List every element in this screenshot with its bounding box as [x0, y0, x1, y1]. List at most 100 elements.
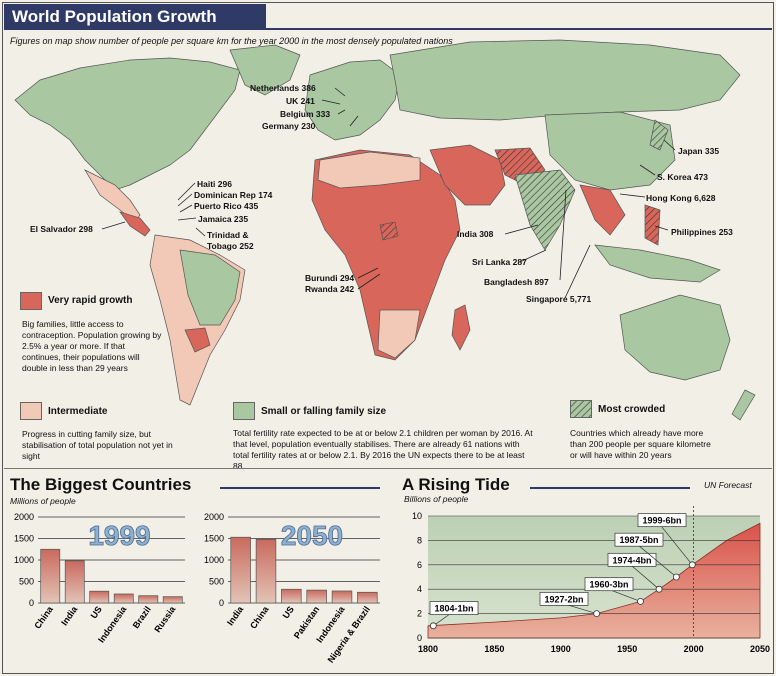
swatch-crowded	[570, 400, 592, 418]
bar	[113, 593, 134, 604]
annotation-box	[539, 591, 589, 606]
bar	[40, 548, 61, 604]
y-tick-label: 2000	[14, 512, 34, 522]
x-tick-label: US	[281, 604, 296, 620]
biggest-ylabel: Millions of people	[10, 496, 76, 506]
milestone-point	[655, 585, 663, 593]
tide-ylabel: Billions of people	[404, 494, 469, 504]
label-haiti: Haiti 296	[197, 179, 232, 189]
annotation-label: 1927-2bn	[544, 594, 583, 604]
annotation-box	[614, 532, 664, 547]
label-singapore: Singapore 5,771	[526, 294, 592, 304]
central-america-landmass	[119, 211, 151, 237]
legend-crowded-desc: Countries which already have more than 2…	[570, 428, 711, 460]
x-tick-label: Russia	[152, 604, 178, 635]
swatch-intermediate	[20, 402, 42, 420]
y-tick-label: 0	[219, 598, 224, 608]
annotation-box	[584, 577, 634, 592]
swatch-small	[233, 402, 255, 420]
label-bangladesh: Bangladesh 897	[484, 277, 549, 287]
annotation-leader	[636, 543, 677, 578]
section-divider	[4, 468, 772, 469]
philippines-landmass	[644, 204, 661, 246]
brazil-landmass	[179, 249, 241, 326]
label-sri-lanka: Sri Lanka 287	[472, 257, 527, 267]
label-s-korea: S. Korea 473	[657, 172, 709, 182]
bar	[89, 590, 110, 604]
bar	[331, 590, 353, 604]
bar	[357, 591, 378, 604]
bar	[138, 595, 159, 604]
bar	[306, 589, 327, 604]
annotation-label: 1974-4bn	[612, 555, 651, 565]
bar	[64, 560, 85, 604]
y-tick-label: 1500	[204, 534, 224, 544]
x-tick-label: US	[89, 604, 104, 620]
chart-rising-tide: 0 2 4 6 8 10 1800 1850 1900 1950 2000 2050 1804-1bn 1…	[412, 506, 770, 654]
label-germany: Germany 230	[262, 121, 316, 131]
chart-year-title: 1999	[88, 520, 150, 551]
label-hong-kong: Hong Kong 6,628	[646, 193, 716, 203]
y-tick-label: 0	[417, 633, 422, 643]
label-rwanda: Rwanda 242	[305, 284, 355, 294]
annotation-label: 1999-6bn	[642, 516, 681, 526]
japan-landmass	[649, 119, 669, 151]
bar	[162, 596, 183, 604]
europe-landmass	[304, 59, 401, 141]
label-india: India 308	[457, 229, 494, 239]
legend-very-rapid-desc: Big families, little access to contracep…	[22, 319, 162, 373]
x-tick-label: 2000	[684, 644, 704, 654]
tide-rule	[530, 487, 690, 489]
legend-intermediate-desc: Progress in cutting family size, but sta…	[22, 429, 173, 461]
north-africa-landmass	[317, 151, 421, 189]
indonesia-landmass	[594, 244, 721, 283]
new-zealand-landmass	[731, 389, 756, 421]
y-tick-label: 1500	[14, 534, 34, 544]
legend-intermediate-title: Intermediate	[48, 406, 108, 417]
bar	[230, 536, 251, 604]
annotation-box	[429, 601, 479, 615]
y-tick-label: 6	[417, 560, 422, 570]
annotation-label: 1960-3bn	[589, 580, 628, 590]
annotation-leader	[629, 564, 660, 590]
russia-landmass	[389, 39, 741, 121]
x-tick-label: India	[59, 604, 80, 628]
page-title: World Population Growth	[4, 4, 266, 30]
x-tick-label: China	[32, 604, 55, 631]
map-subtitle: Figures on map show number of people per…	[10, 36, 453, 46]
milestone-point	[429, 622, 437, 630]
milestone-point	[637, 598, 644, 605]
china-landmass	[544, 111, 676, 191]
label-uk: UK 241	[286, 96, 315, 106]
bar	[281, 588, 302, 604]
legend-crowded-title: Most crowded	[598, 404, 666, 415]
y-tick-label: 0	[29, 598, 34, 608]
label-philippines: Philippines 253	[671, 227, 733, 237]
legend-small-desc: Total fertility rate expected to be at o…	[233, 428, 533, 471]
x-tick-label: Brazil	[131, 604, 153, 630]
x-tick-label: India	[225, 604, 246, 628]
x-tick-label: 1850	[484, 644, 504, 654]
bolivia-landmass	[184, 327, 211, 353]
swatch-very-rapid	[20, 292, 42, 310]
milestone-point	[672, 573, 680, 581]
milestone-point	[688, 561, 696, 569]
bar	[255, 539, 277, 604]
label-trinidad: Trinidad & Tobago 252	[207, 230, 254, 251]
chart-year-title: 2050	[281, 520, 343, 551]
y-tick-label: 2000	[204, 512, 224, 522]
y-tick-label: 2	[417, 609, 422, 619]
label-belgium: Belgium 333	[280, 109, 331, 119]
annotation-label: 1804-1bn	[434, 604, 473, 614]
india-landmass	[514, 169, 576, 251]
legend-very-rapid-title: Very rapid growth	[48, 295, 133, 306]
x-tick-label: 1950	[617, 644, 637, 654]
milestone-point	[593, 610, 601, 617]
annotation-label: 1987-5bn	[619, 535, 658, 545]
label-burundi: Burundi 294	[305, 273, 355, 283]
label-japan: Japan 335	[678, 146, 720, 156]
y-tick-label: 500	[19, 577, 34, 587]
tide-forecast-label: UN Forecast	[704, 480, 752, 490]
